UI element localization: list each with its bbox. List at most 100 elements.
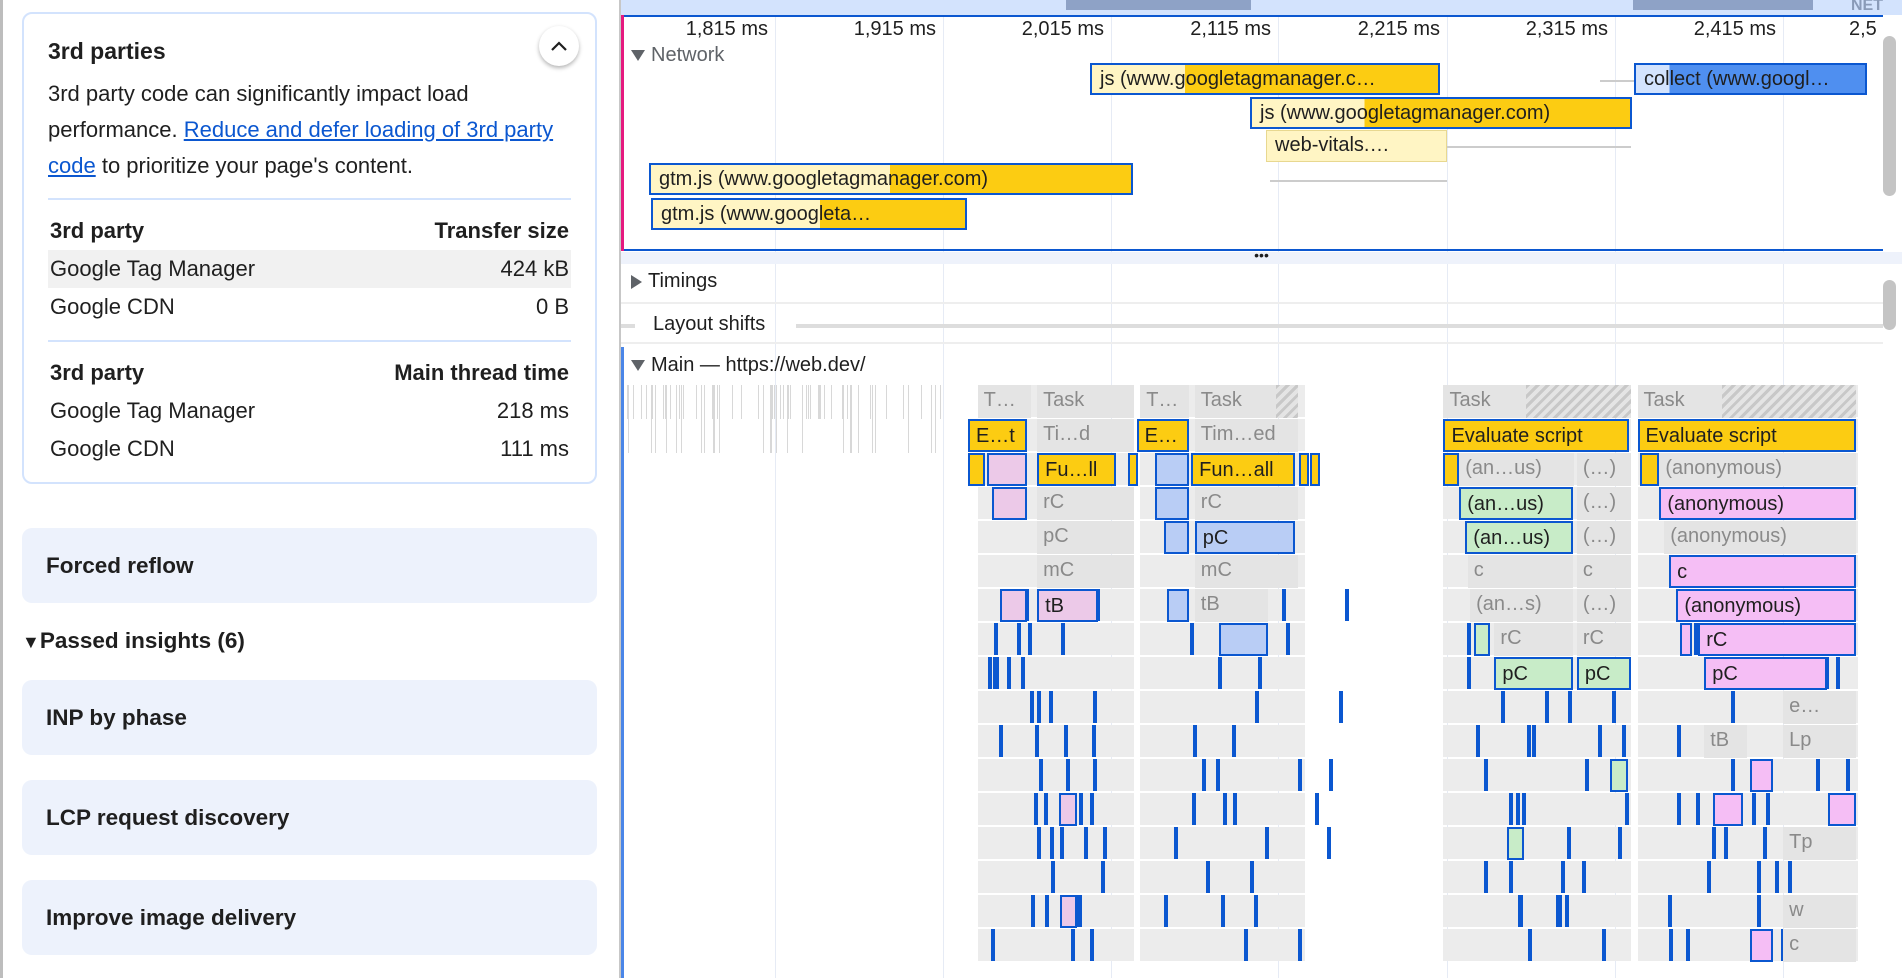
flame-event-thin[interactable] — [1092, 691, 1097, 723]
flame-event[interactable]: Ti…d — [1037, 419, 1135, 452]
flame-event-thin[interactable] — [1027, 623, 1032, 655]
flame-event[interactable]: (…) — [1576, 521, 1632, 554]
flame-event[interactable]: pC — [1194, 521, 1296, 554]
flame-event-thin[interactable] — [1825, 657, 1830, 689]
flame-event[interactable]: Lp — [1783, 725, 1856, 758]
flame-event-block[interactable] — [1473, 623, 1490, 656]
flame-event[interactable]: Task — [1037, 385, 1135, 418]
flame-event-thin[interactable] — [1044, 895, 1049, 927]
flame-event-thin[interactable] — [994, 623, 999, 655]
flame-event-thin[interactable] — [1667, 895, 1672, 927]
flame-event-block[interactable] — [1712, 793, 1744, 826]
passed-insights-toggle[interactable]: ▼Passed insights (6) — [22, 628, 245, 654]
flame-event-thin[interactable] — [1568, 691, 1573, 723]
network-track[interactable] — [621, 15, 1883, 251]
flame-event-thin[interactable] — [1205, 861, 1210, 893]
flame-event-thin[interactable] — [1516, 793, 1521, 825]
flame-event-thin[interactable] — [991, 929, 996, 961]
flame-event-thin[interactable] — [993, 657, 998, 689]
network-track-header[interactable]: Network — [631, 44, 724, 67]
flame-event[interactable]: rC — [1576, 623, 1632, 656]
flame-event-thin[interactable] — [1601, 929, 1606, 961]
flame-event-thin[interactable] — [1232, 793, 1237, 825]
flame-event-thin[interactable] — [1724, 827, 1729, 859]
table-row[interactable]: Google CDN 0 B — [48, 288, 571, 326]
flame-event-thin[interactable] — [1016, 623, 1021, 655]
network-request-bar[interactable]: gtm.js (www.googletagmanager.com) — [649, 163, 1133, 195]
flame-event-thin[interactable] — [1712, 827, 1717, 859]
flame-event[interactable]: tB — [1194, 589, 1268, 622]
flame-event-block[interactable] — [1219, 623, 1268, 656]
flame-event[interactable]: c — [1669, 555, 1856, 588]
network-request-bar[interactable]: gtm.js (www.googleta… — [651, 198, 967, 230]
flame-event-thin[interactable] — [1254, 895, 1259, 927]
flame-event[interactable]: (anonymous) — [1664, 521, 1856, 554]
flame-event[interactable]: w — [1783, 895, 1856, 928]
flame-event-thin[interactable] — [999, 725, 1004, 757]
flame-event-thin[interactable] — [1752, 793, 1757, 825]
flame-event[interactable]: Fu…ll — [1037, 453, 1116, 486]
flame-event-block[interactable] — [1128, 453, 1139, 486]
flame-event-thin[interactable] — [1788, 861, 1793, 893]
flame-event[interactable]: (…) — [1576, 589, 1632, 622]
flame-event-thin[interactable] — [988, 657, 993, 689]
flame-event[interactable]: c — [1576, 555, 1632, 588]
flame-event-thin[interactable] — [1617, 827, 1622, 859]
flame-event[interactable]: rC — [1698, 623, 1856, 656]
flame-event-thin[interactable] — [1282, 589, 1287, 621]
flame-event-block[interactable] — [1443, 453, 1460, 486]
flame-event-thin[interactable] — [1338, 691, 1343, 723]
flame-event-thin[interactable] — [1696, 793, 1701, 825]
flame-event-thin[interactable] — [1083, 827, 1088, 859]
flame-event-thin[interactable] — [1007, 657, 1012, 689]
flame-event-thin[interactable] — [1476, 725, 1481, 757]
flame-event-thin[interactable] — [1090, 793, 1095, 825]
flame-event[interactable]: E… — [1136, 419, 1189, 452]
flame-event[interactable]: (anonymous) — [1659, 453, 1856, 486]
flame-event-thin[interactable] — [1484, 861, 1489, 893]
flame-event[interactable]: rC — [1194, 487, 1298, 520]
flame-event[interactable]: pC — [1576, 657, 1632, 690]
flame-event-thin[interactable] — [1508, 793, 1513, 825]
flame-event-thin[interactable] — [1466, 657, 1471, 689]
flame-event-thin[interactable] — [1035, 725, 1040, 757]
flame-event-block[interactable] — [1827, 793, 1856, 826]
flame-event[interactable]: (an…us) — [1465, 521, 1574, 554]
flame-event-thin[interactable] — [1050, 861, 1055, 893]
flame-event[interactable]: e… — [1783, 691, 1856, 724]
flame-event-thin[interactable] — [1730, 691, 1735, 723]
flame-event[interactable]: T… — [977, 385, 1032, 418]
flame-event-block[interactable] — [1750, 929, 1774, 962]
flame-event-thin[interactable] — [1762, 827, 1767, 859]
flame-event-thin[interactable] — [1344, 589, 1349, 621]
flame-event-thin[interactable] — [1756, 895, 1761, 927]
flame-event-thin[interactable] — [1527, 929, 1532, 961]
flame-event-block[interactable] — [1506, 827, 1524, 860]
flame-event-thin[interactable] — [1730, 759, 1735, 791]
flame-event-thin[interactable] — [1668, 929, 1673, 961]
flame-event-thin[interactable] — [1078, 793, 1083, 825]
flame-event-thin[interactable] — [1215, 759, 1220, 791]
flame-event-thin[interactable] — [1518, 895, 1523, 927]
flame-event-thin[interactable] — [1077, 895, 1082, 927]
flame-event[interactable]: tB — [1037, 589, 1098, 622]
flame-event-thin[interactable] — [1582, 861, 1587, 893]
flame-event-thin[interactable] — [1031, 895, 1036, 927]
flame-event[interactable]: (anonymous) — [1676, 589, 1856, 622]
flame-event-thin[interactable] — [1500, 691, 1505, 723]
flame-event-thin[interactable] — [1297, 759, 1302, 791]
flame-event-block[interactable] — [999, 589, 1028, 622]
flame-event[interactable]: (…) — [1576, 487, 1632, 520]
flame-event-thin[interactable] — [1037, 827, 1042, 859]
flame-event[interactable]: (…) — [1576, 453, 1632, 486]
flame-event[interactable]: mC — [1037, 555, 1135, 588]
flame-event-thin[interactable] — [1677, 725, 1682, 757]
resize-handle[interactable]: ••• — [621, 248, 1902, 264]
flame-event-thin[interactable] — [1037, 691, 1042, 723]
flame-event[interactable]: Evaluate script — [1637, 419, 1856, 452]
flame-event-block[interactable] — [1609, 759, 1628, 792]
network-request-bar[interactable]: js (www.googletagmanager.com) — [1250, 97, 1632, 129]
insight-improve-image-delivery[interactable]: Improve image delivery — [22, 880, 597, 955]
insight-forced-reflow[interactable]: Forced reflow — [22, 528, 597, 603]
flame-event-thin[interactable] — [1092, 759, 1097, 791]
